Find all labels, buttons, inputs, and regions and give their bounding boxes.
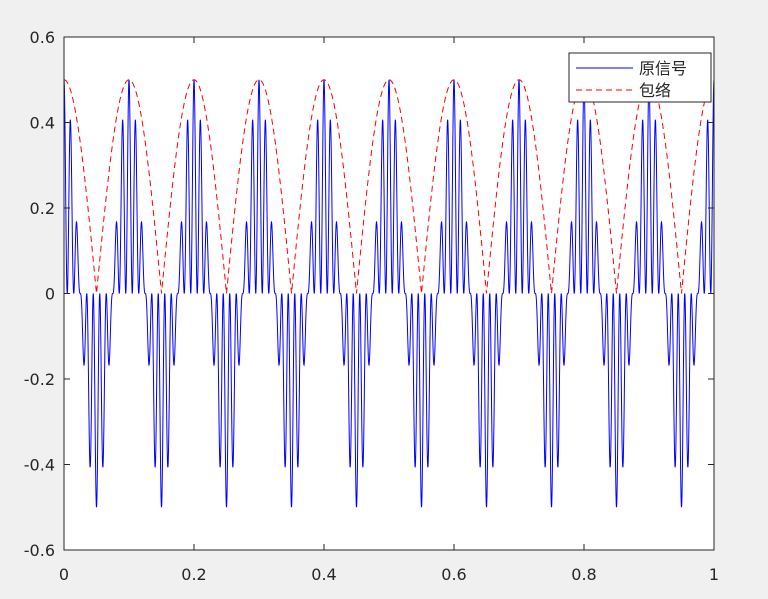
legend-label-envelope: 包络 (639, 81, 671, 100)
y-tick-label: -0.6 (24, 541, 55, 560)
y-tick-label: 0.2 (30, 199, 55, 218)
y-tick-label: -0.4 (24, 456, 55, 475)
x-tick-label: 0.4 (311, 565, 336, 584)
y-tick-label: -0.2 (24, 370, 55, 389)
series-line-envelope (64, 79, 714, 294)
x-tick-label: 0.8 (571, 565, 596, 584)
x-axis: 0 0.2 0.4 0.6 0.8 1 (59, 37, 719, 584)
series-layer (64, 79, 714, 508)
legend: 原信号 包络 (568, 52, 712, 103)
x-tick-label: 1 (709, 565, 719, 584)
y-tick-label: 0.6 (30, 28, 55, 47)
y-axis: -0.6 -0.4 -0.2 0 0.2 0.4 0.6 (24, 28, 714, 560)
x-tick-label: 0.6 (441, 565, 466, 584)
plot-area (64, 37, 714, 550)
legend-label-original-signal: 原信号 (639, 59, 687, 78)
series-line-original-signal (64, 79, 714, 508)
legend-box (568, 52, 712, 103)
y-tick-label: 0 (45, 285, 55, 304)
x-tick-label: 0.2 (181, 565, 206, 584)
x-tick-label: 0 (59, 565, 69, 584)
y-tick-label: 0.4 (30, 114, 55, 133)
